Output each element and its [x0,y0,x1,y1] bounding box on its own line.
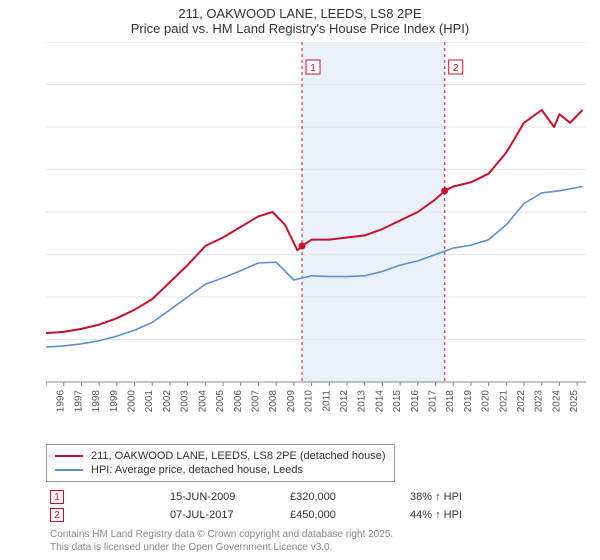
legend-label-2: HPI: Average price, detached house, Leed… [91,464,303,476]
svg-text:2019: 2019 [463,390,474,412]
legend-row-2: HPI: Average price, detached house, Leed… [55,463,386,477]
svg-text:2024: 2024 [551,390,562,412]
title-block: 211, OAKWOOD LANE, LEEDS, LS8 2PE Price … [0,0,600,36]
svg-text:1: 1 [310,63,316,74]
svg-text:2011: 2011 [321,390,332,412]
transaction-price-1: £320,000 [290,491,370,503]
svg-text:2016: 2016 [410,390,421,412]
title-address: 211, OAKWOOD LANE, LEEDS, LS8 2PE [0,6,600,21]
svg-text:2022: 2022 [516,390,527,412]
svg-text:2017: 2017 [428,390,439,412]
attribution-line-2: This data is licensed under the Open Gov… [50,541,586,554]
legend-label-1: 211, OAKWOOD LANE, LEEDS, LS8 2PE (detac… [91,450,386,462]
svg-text:2023: 2023 [534,390,545,412]
svg-text:1997: 1997 [73,390,84,412]
title-subtitle: Price paid vs. HM Land Registry's House … [0,21,600,36]
svg-text:1995: 1995 [46,390,49,412]
transaction-date-2: 07-JUL-2017 [170,509,250,521]
transaction-row-1: 1 15-JUN-2009 £320,000 38% ↑ HPI [50,488,586,506]
marker-box-2: 2 [50,508,64,522]
legend-box: 211, OAKWOOD LANE, LEEDS, LS8 2PE (detac… [46,444,395,482]
svg-text:2002: 2002 [162,390,173,412]
svg-text:1996: 1996 [56,390,67,412]
svg-text:2009: 2009 [286,390,297,412]
attribution-line-1: Contains HM Land Registry data © Crown c… [50,528,586,541]
svg-text:2015: 2015 [392,390,403,412]
svg-text:2001: 2001 [144,390,155,412]
svg-text:2007: 2007 [250,390,261,412]
svg-text:2008: 2008 [268,390,279,412]
chart-svg: £0£100K£200K£300K£400K£500K£600K£700K£80… [46,42,586,412]
legend-section: 211, OAKWOOD LANE, LEEDS, LS8 2PE (detac… [46,444,586,554]
svg-text:2004: 2004 [197,390,208,412]
svg-text:2013: 2013 [357,390,368,412]
transaction-delta-1: 38% ↑ HPI [410,491,490,503]
legend-row-1: 211, OAKWOOD LANE, LEEDS, LS8 2PE (detac… [55,449,386,463]
chart-area: £0£100K£200K£300K£400K£500K£600K£700K£80… [46,42,586,412]
svg-text:2012: 2012 [339,390,350,412]
svg-text:2006: 2006 [233,390,244,412]
transaction-price-2: £450,000 [290,509,370,521]
svg-text:2020: 2020 [481,390,492,412]
marker-box-1: 1 [50,490,64,504]
svg-text:2025: 2025 [569,390,580,412]
svg-text:2018: 2018 [445,390,456,412]
legend-swatch-2 [55,469,83,471]
svg-text:2: 2 [453,63,459,74]
svg-text:2005: 2005 [215,390,226,412]
chart-container: 211, OAKWOOD LANE, LEEDS, LS8 2PE Price … [0,0,600,560]
svg-text:2003: 2003 [180,390,191,412]
svg-text:2014: 2014 [374,390,385,412]
svg-text:2010: 2010 [304,390,315,412]
legend-swatch-1 [55,455,83,458]
attribution: Contains HM Land Registry data © Crown c… [50,528,586,554]
transaction-marker-2: 2 [50,508,130,522]
transaction-delta-2: 44% ↑ HPI [410,509,490,521]
transaction-row-2: 2 07-JUL-2017 £450,000 44% ↑ HPI [50,506,586,524]
svg-text:2000: 2000 [127,390,138,412]
svg-text:2021: 2021 [498,390,509,412]
svg-text:1999: 1999 [109,390,120,412]
transaction-marker-1: 1 [50,490,130,504]
svg-text:1998: 1998 [91,390,102,412]
transaction-date-1: 15-JUN-2009 [170,491,250,503]
